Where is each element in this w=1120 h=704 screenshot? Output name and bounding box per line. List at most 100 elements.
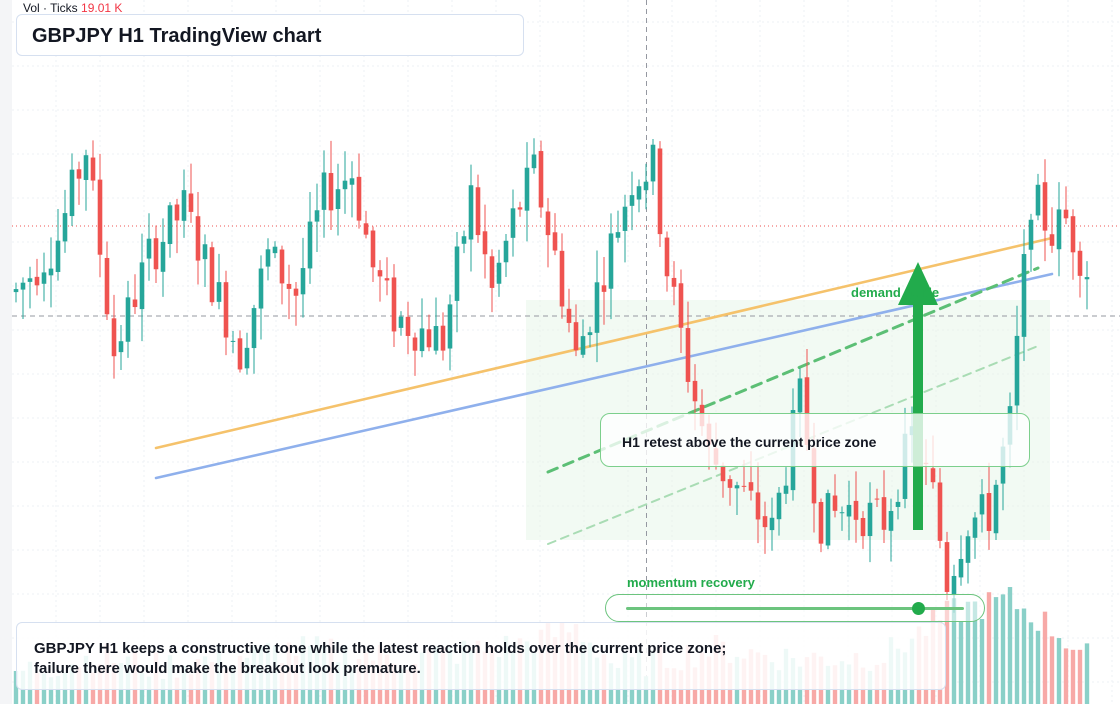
candle-body bbox=[90, 157, 96, 181]
candle bbox=[566, 288, 572, 333]
volume-bar bbox=[993, 597, 999, 704]
candle bbox=[27, 266, 33, 309]
candle-body bbox=[853, 500, 859, 520]
candle bbox=[258, 255, 264, 340]
candle bbox=[888, 498, 894, 562]
candle-body bbox=[20, 282, 26, 290]
candle-body bbox=[447, 304, 453, 349]
candle-body bbox=[1070, 216, 1076, 253]
volume-legend-label: Vol · Ticks bbox=[23, 1, 78, 15]
volume-bar bbox=[1049, 636, 1055, 704]
candle-body bbox=[188, 193, 194, 212]
candle-body bbox=[300, 268, 306, 295]
candle bbox=[461, 230, 467, 254]
candle bbox=[1056, 182, 1062, 277]
volume-bar bbox=[1035, 630, 1041, 704]
summary-card: GBPJPY H1 keeps a constructive tone whil… bbox=[16, 622, 946, 690]
momentum-label: momentum recovery bbox=[627, 575, 755, 590]
candle-body bbox=[398, 316, 404, 328]
candle-body bbox=[804, 377, 810, 445]
candle bbox=[48, 237, 54, 308]
momentum-slider[interactable] bbox=[605, 594, 985, 622]
trendline-blue bbox=[154, 272, 1054, 480]
candle bbox=[986, 462, 992, 550]
candle-body bbox=[13, 289, 19, 293]
candle bbox=[132, 274, 138, 314]
candle bbox=[398, 311, 404, 336]
candle bbox=[475, 174, 481, 243]
candle-body bbox=[286, 283, 292, 289]
candle-body bbox=[692, 380, 698, 402]
candle-body bbox=[951, 575, 957, 596]
volume-bar bbox=[1014, 609, 1020, 704]
volume-bar bbox=[1070, 649, 1076, 704]
candle bbox=[97, 153, 103, 278]
candle-body bbox=[517, 207, 523, 210]
candle bbox=[482, 204, 488, 279]
candle-body bbox=[321, 172, 327, 210]
volume-bar bbox=[1021, 608, 1027, 704]
candle bbox=[405, 301, 411, 355]
candle-body bbox=[552, 232, 558, 251]
candle bbox=[769, 497, 775, 551]
candle bbox=[160, 218, 166, 297]
candle bbox=[244, 332, 250, 375]
candle bbox=[783, 467, 789, 504]
candle-body bbox=[1021, 254, 1027, 337]
momentum-knob[interactable] bbox=[912, 602, 926, 615]
candle bbox=[20, 277, 26, 319]
candle-body bbox=[979, 494, 985, 515]
candle bbox=[587, 326, 593, 348]
candle-body bbox=[965, 536, 971, 563]
volume-bar bbox=[1000, 594, 1006, 704]
candle-body bbox=[503, 240, 509, 263]
candle-body bbox=[251, 308, 257, 349]
candle-body bbox=[531, 154, 537, 169]
candle bbox=[146, 213, 152, 281]
volume-bar bbox=[986, 592, 992, 704]
candle bbox=[965, 530, 971, 584]
candle-body bbox=[643, 181, 649, 191]
title-card: GBPJPY H1 TradingView chart bbox=[16, 14, 524, 56]
candle bbox=[349, 161, 355, 218]
candle-body bbox=[41, 272, 47, 284]
candle-body bbox=[972, 517, 978, 538]
candle-body bbox=[475, 187, 481, 236]
candle-body bbox=[986, 493, 992, 531]
candle-body bbox=[125, 297, 131, 342]
candle bbox=[377, 260, 383, 302]
candle bbox=[671, 261, 677, 306]
volume-bar bbox=[1077, 649, 1083, 704]
candle-body bbox=[370, 230, 376, 268]
candle-body bbox=[454, 246, 460, 301]
candle bbox=[104, 241, 110, 320]
candle-body bbox=[76, 169, 82, 179]
candle-body bbox=[153, 238, 159, 270]
candle bbox=[468, 164, 474, 272]
candle-body bbox=[1014, 335, 1020, 406]
candle-body bbox=[615, 232, 621, 238]
candle bbox=[300, 237, 306, 318]
candle-body bbox=[594, 282, 600, 333]
candle-body bbox=[230, 340, 236, 342]
volume-legend-value: 19.01 K bbox=[81, 1, 123, 15]
candle-body bbox=[664, 237, 670, 277]
candle bbox=[734, 481, 740, 515]
candle bbox=[188, 163, 194, 223]
candle bbox=[55, 209, 61, 281]
candle bbox=[979, 479, 985, 533]
candle bbox=[944, 531, 950, 600]
volume-bar bbox=[1007, 587, 1013, 704]
trendline-green-faint-dashed bbox=[547, 345, 1039, 545]
candle-body bbox=[748, 482, 754, 491]
candle bbox=[545, 198, 551, 268]
candle bbox=[356, 153, 362, 229]
candle-body bbox=[384, 278, 390, 281]
retest-callout-text: H1 retest above the current price zone bbox=[622, 434, 877, 450]
candle bbox=[664, 231, 670, 292]
candle-body bbox=[146, 238, 152, 259]
candle-body bbox=[881, 497, 887, 530]
candle bbox=[818, 498, 824, 553]
candle-body bbox=[244, 347, 250, 369]
